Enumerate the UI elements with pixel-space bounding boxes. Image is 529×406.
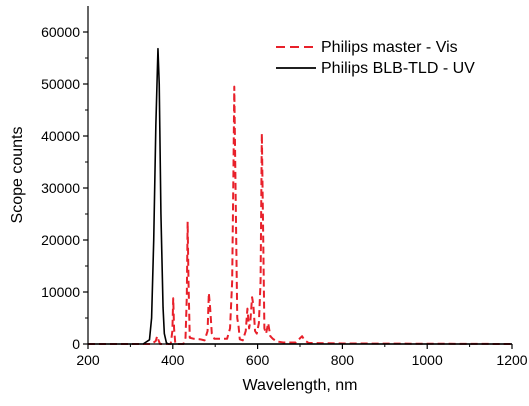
- y-tick-label: 10000: [41, 284, 80, 300]
- y-axis-title: Scope counts: [9, 127, 26, 224]
- x-tick-label: 800: [331, 352, 355, 368]
- y-tick-label: 0: [72, 336, 80, 352]
- x-tick-label: 1200: [496, 352, 527, 368]
- y-tick-label: 40000: [41, 128, 80, 144]
- legend-label-uv: Philips BLB-TLD - UV: [321, 60, 475, 77]
- x-tick-label: 600: [246, 352, 270, 368]
- series-line-1: [88, 47, 512, 345]
- ticks: 200 400 600 800 1000 1200 0 10000 20000 30000 4000…: [41, 24, 528, 368]
- plot-area: [88, 47, 513, 345]
- x-axis-title: Wavelength, nm: [242, 377, 357, 394]
- legend-label-vis: Philips master - Vis: [321, 39, 458, 56]
- y-tick-label: 50000: [41, 76, 80, 92]
- y-tick-label: 20000: [41, 232, 80, 248]
- x-tick-label: 200: [76, 352, 100, 368]
- legend: Philips master - Vis Philips BLB-TLD - U…: [276, 39, 475, 77]
- x-tick-label: 400: [161, 352, 185, 368]
- y-tick-label: 30000: [41, 180, 80, 196]
- y-tick-label: 60000: [41, 24, 80, 40]
- x-tick-label: 1000: [412, 352, 443, 368]
